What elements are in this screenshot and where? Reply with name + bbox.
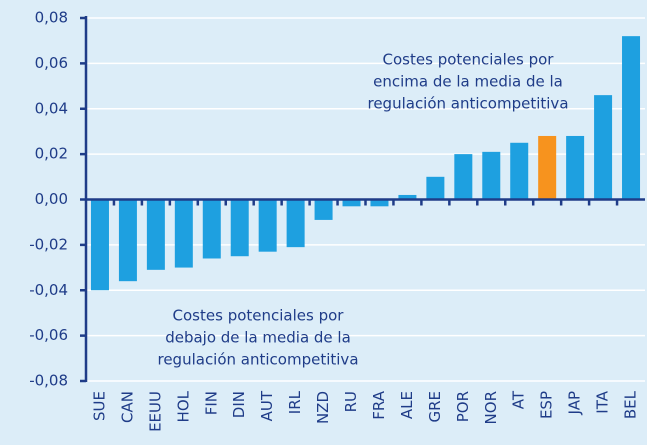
bar [258, 199, 277, 252]
y-tick-label: 0,06 [35, 54, 68, 72]
x-tick-label: ALE [398, 391, 416, 419]
y-tick-label: -0,06 [29, 326, 68, 344]
x-tick-label: ITA [594, 390, 612, 413]
bar [622, 36, 641, 200]
x-tick-label: NZD [314, 391, 332, 424]
x-tick-label: POR [454, 391, 472, 422]
x-tick-label: DIN [230, 391, 248, 418]
y-tick-label: -0,02 [29, 235, 68, 253]
bar [594, 95, 613, 200]
annotation: Costes potenciales por [173, 307, 345, 325]
bar [398, 194, 417, 200]
x-tick-label: FIN [202, 391, 220, 415]
y-tick-label: 0,08 [35, 9, 68, 27]
annotation: regulación anticompetitiva [157, 351, 358, 369]
x-tick-label: SUE [90, 391, 108, 421]
bar [454, 154, 473, 200]
annotation: debajo de la media de la [165, 329, 351, 347]
bar [370, 199, 389, 207]
x-tick-label: GRE [426, 391, 444, 423]
bar [342, 199, 361, 207]
bar [230, 199, 249, 257]
x-tick-label: RU [342, 391, 360, 412]
bar [510, 142, 529, 200]
x-tick-label: BEL [622, 390, 640, 419]
bar [146, 199, 165, 270]
bar [118, 199, 137, 282]
bar [202, 199, 221, 259]
x-tick-label: ESP [538, 391, 556, 419]
annotation: Costes potenciales por [383, 51, 555, 69]
bar [314, 199, 333, 220]
x-tick-label: AUT [258, 390, 276, 421]
y-tick-label: 0,02 [35, 145, 68, 163]
x-tick-label: AT [510, 390, 528, 409]
y-tick-label: 0,04 [35, 99, 68, 117]
x-tick-label: JAP [566, 391, 584, 415]
bar [482, 151, 501, 200]
bar [538, 135, 557, 200]
bar [90, 199, 109, 291]
x-tick-label: IRL [286, 390, 304, 414]
y-tick-label: -0,04 [29, 281, 68, 299]
x-tick-label: CAN [118, 391, 136, 423]
y-tick-label: -0,08 [29, 372, 68, 390]
annotation: encima de la media de la [373, 73, 563, 91]
y-tick-label: 0,00 [35, 190, 68, 208]
bar [174, 199, 193, 268]
x-tick-label: FRA [370, 390, 388, 419]
annotation: regulación anticompetitiva [367, 95, 568, 113]
x-tick-label: HOL [174, 390, 192, 422]
bar [286, 199, 305, 248]
bar [566, 135, 585, 200]
x-tick-label: EEUU [146, 391, 164, 432]
x-tick-label: NOR [482, 391, 500, 424]
bar [426, 176, 445, 200]
